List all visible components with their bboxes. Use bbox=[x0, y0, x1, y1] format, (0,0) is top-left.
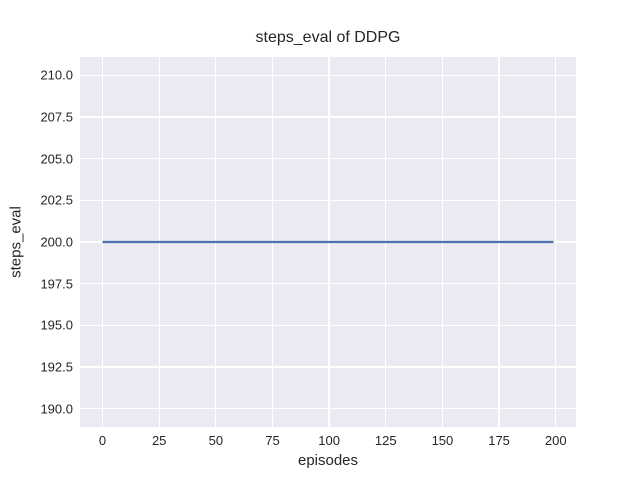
y-tick-label: 205.0 bbox=[40, 151, 73, 167]
x-axis-label: episodes bbox=[297, 452, 359, 469]
series-layer bbox=[102, 240, 554, 244]
gridline-horizontal bbox=[80, 366, 576, 368]
gridline-horizontal bbox=[80, 158, 576, 160]
y-tick-label: 195.0 bbox=[40, 317, 73, 333]
y-tick-label: 207.5 bbox=[40, 109, 73, 125]
gridline-horizontal bbox=[80, 116, 576, 118]
x-tick-label: 200 bbox=[544, 433, 567, 448]
gridline-horizontal bbox=[80, 74, 576, 76]
x-tick-label: 100 bbox=[318, 433, 340, 448]
x-tick-label: 150 bbox=[431, 433, 454, 448]
x-tick-label: 75 bbox=[265, 433, 280, 448]
y-tick-label: 192.5 bbox=[40, 359, 73, 375]
gridline-horizontal bbox=[80, 283, 576, 285]
y-tick-label: 197.5 bbox=[40, 276, 73, 292]
y-tick-label: 210.0 bbox=[40, 67, 73, 83]
plot-area bbox=[80, 57, 576, 427]
x-tick-label: 25 bbox=[151, 433, 167, 448]
gridline-horizontal bbox=[80, 199, 576, 201]
gridline-horizontal bbox=[80, 324, 576, 326]
x-tick-label: 0 bbox=[98, 433, 107, 448]
y-tick-label: 200.0 bbox=[40, 234, 73, 250]
y-tick-label: 190.0 bbox=[40, 401, 73, 417]
chart-title: steps_eval of DDPG bbox=[255, 29, 401, 46]
x-tick-label: 175 bbox=[488, 433, 510, 448]
y-axis-label: steps_eval bbox=[7, 206, 25, 278]
x-tick-label: 50 bbox=[208, 433, 224, 448]
y-tick-label: 202.5 bbox=[40, 192, 73, 208]
gridline-horizontal bbox=[80, 408, 576, 410]
x-tick-label: 125 bbox=[374, 433, 397, 448]
